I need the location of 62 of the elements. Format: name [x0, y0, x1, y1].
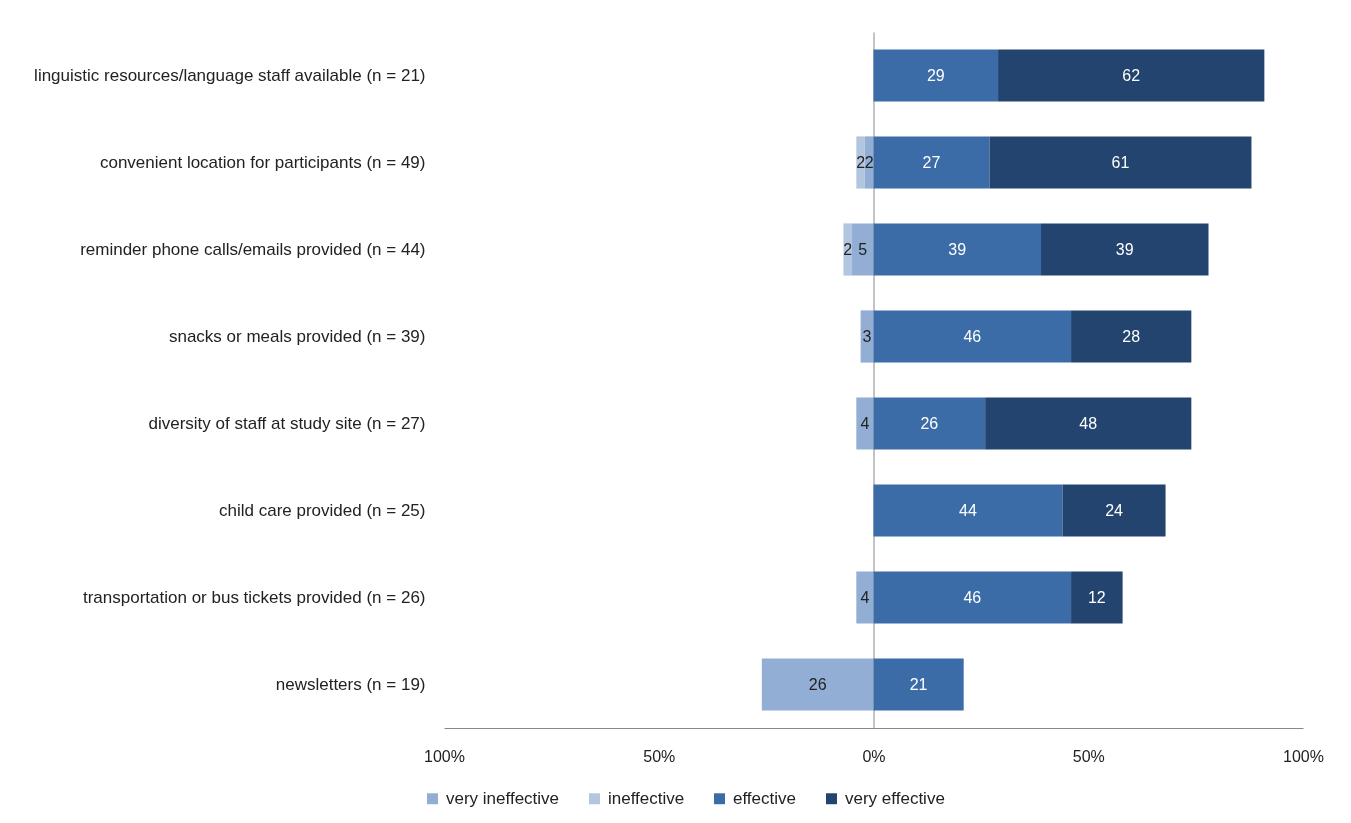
data-label: 61 [1111, 153, 1130, 171]
x-tick-label: 100% [1283, 747, 1324, 765]
data-label: 46 [963, 588, 982, 606]
y-tick-label: newsletters (n = 19) [275, 674, 426, 694]
data-label: 46 [963, 327, 982, 345]
data-label: 5 [858, 240, 868, 258]
bar [873, 49, 999, 102]
data-label: 39 [948, 240, 967, 258]
data-label: 2 [856, 153, 866, 171]
data-label: 39 [1115, 240, 1134, 258]
bar [1062, 484, 1166, 537]
legend-label: very ineffective [446, 788, 560, 808]
bar [985, 397, 1192, 450]
bar [1041, 223, 1209, 276]
legend-label: ineffective [608, 788, 685, 808]
data-label: 4 [860, 588, 870, 606]
y-tick-label: diversity of staff at study site (n = 27) [148, 413, 426, 433]
bar [843, 223, 853, 276]
data-label: 27 [922, 153, 941, 171]
data-label: 21 [909, 675, 928, 693]
bar [860, 310, 874, 363]
x-tick-label: 50% [643, 747, 676, 765]
bar [873, 397, 986, 450]
bar [856, 136, 865, 189]
x-tick-label: 0% [862, 747, 886, 765]
data-label: 28 [1122, 327, 1141, 345]
y-tick-label: transportation or bus tickets provided (n = 26) [82, 587, 426, 607]
data-label: 2 [843, 240, 853, 258]
bar [989, 136, 1252, 189]
bar [873, 310, 1072, 363]
x-tick-label: 50% [1072, 747, 1105, 765]
bar [873, 223, 1042, 276]
bar [856, 397, 874, 450]
bar [873, 484, 1063, 537]
y-tick-label: convenient location for participants (n = 49) [99, 152, 426, 172]
bar [1071, 571, 1123, 624]
bar [852, 223, 874, 276]
data-label: 26 [808, 675, 827, 693]
data-label: 62 [1122, 66, 1141, 84]
y-tick-label: linguistic resources/language staff available (n = 21) [34, 65, 426, 85]
legend-label: very effective [845, 788, 945, 808]
data-label: 48 [1079, 414, 1098, 432]
bar [856, 571, 874, 624]
data-label: 44 [959, 501, 977, 519]
y-tick-label: child care provided (n = 25) [219, 500, 426, 520]
data-label: 29 [926, 66, 945, 84]
bar [1071, 310, 1192, 363]
bar [873, 136, 990, 189]
data-label: 26 [920, 414, 939, 432]
bar [998, 49, 1265, 102]
bar [873, 571, 1072, 624]
y-tick-label: snacks or meals provided (n = 39) [168, 326, 426, 346]
legend-label: effective [733, 788, 797, 808]
data-label: 12 [1087, 588, 1106, 606]
y-tick-label: reminder phone calls/emails provided (n = 44) [80, 239, 426, 259]
data-label: 4 [860, 414, 870, 432]
bar [761, 658, 874, 711]
data-label: 3 [862, 327, 872, 345]
x-tick-label: 100% [424, 747, 465, 765]
bar [873, 658, 964, 711]
data-label: 2 [864, 153, 874, 171]
data-label: 24 [1105, 501, 1124, 519]
